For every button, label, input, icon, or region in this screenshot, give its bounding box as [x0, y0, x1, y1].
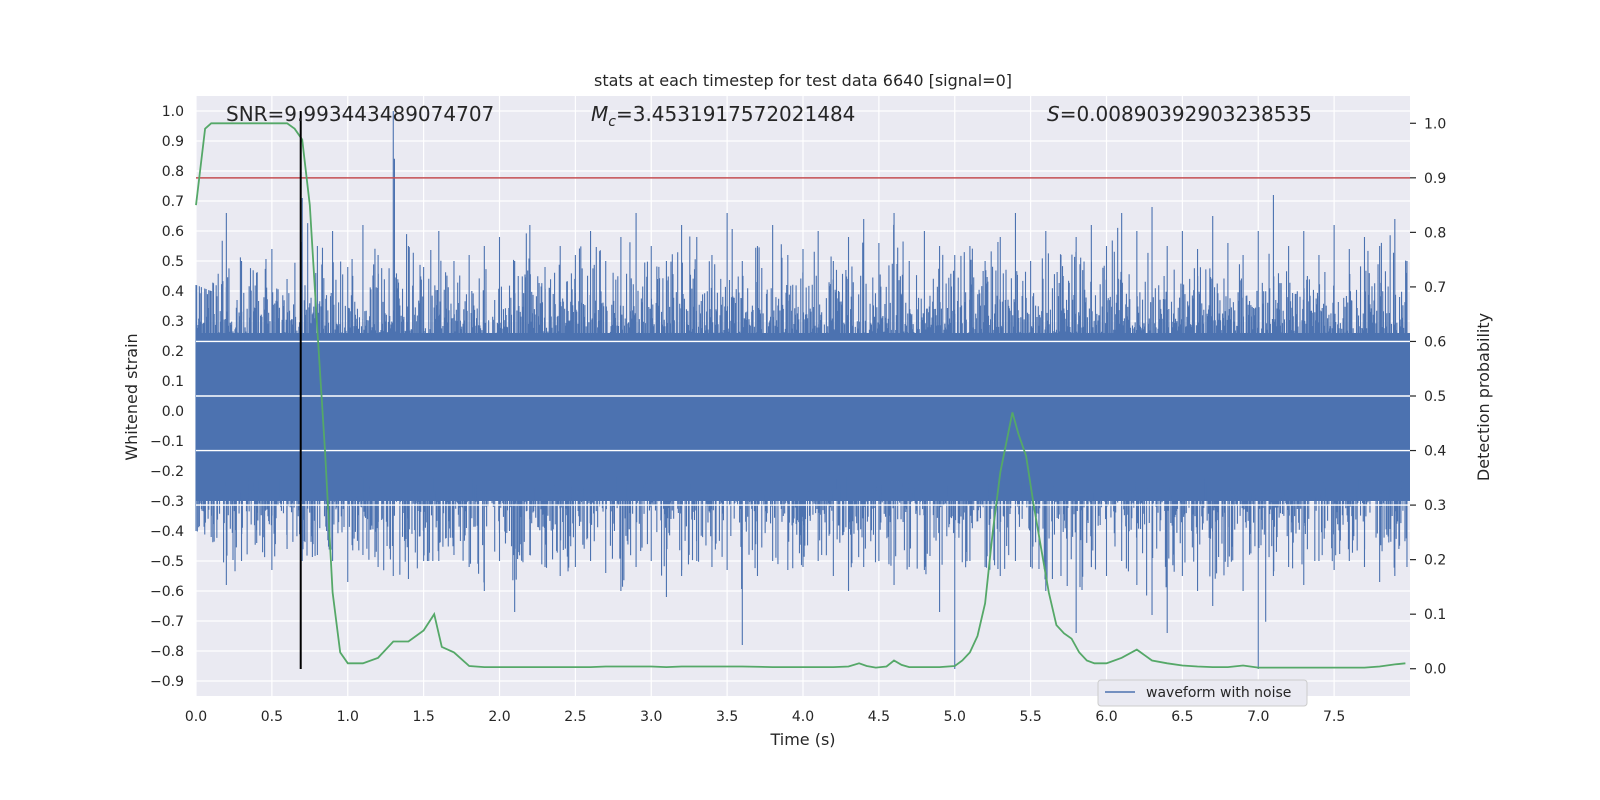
y-left-tick-label: 0.6: [162, 224, 184, 240]
x-tick-label: 1.5: [412, 709, 434, 725]
y-right-axis-ticks: 0.0 0.1 0.2 0.3 0.4 0.5 0.6 0.7 0.8 0.9 1.0: [1410, 116, 1446, 678]
chirp-mass-subscript: c: [608, 114, 616, 130]
x-tick-label: 5.0: [944, 709, 966, 725]
y-right-tick-label: 0.8: [1424, 225, 1446, 241]
y-right-tick-label: 0.7: [1424, 280, 1446, 296]
y-left-tick-label: 1.0: [162, 104, 184, 120]
detection-probability-line: [195, 122, 1406, 669]
y-left-axis-label: Whitened strain: [122, 333, 141, 460]
legend-label-waveform: waveform with noise: [1146, 685, 1291, 701]
x-tick-label: 4.0: [792, 709, 814, 725]
x-tick-label: 7.5: [1323, 709, 1345, 725]
snr-annotation: SNR=9.993443489074707: [226, 102, 494, 126]
x-tick-label: 3.5: [716, 709, 738, 725]
s-symbol: S: [1047, 102, 1060, 126]
y-right-tick-label: 0.0: [1424, 662, 1446, 678]
s-value: =0.00890392903238535: [1060, 102, 1312, 126]
x-tick-label: 0.5: [261, 709, 283, 725]
y-left-tick-label: −0.2: [150, 464, 184, 480]
chirp-mass-annotation: Mc=3.4531917572021484: [591, 102, 855, 130]
y-left-tick-label: −0.1: [150, 434, 184, 450]
chirp-mass-symbol: M: [591, 102, 608, 126]
legend-box: [1097, 679, 1308, 707]
y-right-axis-label: Detection probability: [1474, 313, 1493, 481]
x-tick-label: 2.0: [488, 709, 510, 725]
y-left-tick-label: −0.5: [150, 554, 184, 570]
y-right-tick-label: 0.6: [1424, 334, 1446, 350]
x-tick-label: 6.0: [1095, 709, 1117, 725]
y-left-tick-label: 0.2: [162, 344, 184, 360]
y-left-tick-label: 0.0: [162, 404, 184, 420]
waveform-with-noise-series: [195, 111, 1410, 669]
legend: waveform with noise: [1097, 679, 1308, 707]
x-tick-label: 3.0: [640, 709, 662, 725]
y-left-tick-label: 0.4: [162, 284, 184, 300]
y-right-tick-label: 0.1: [1424, 607, 1446, 623]
y-left-tick-label: −0.9: [150, 674, 184, 690]
y-left-tick-label: 0.8: [162, 164, 184, 180]
x-axis-ticks: 0.0 0.5 1.0 1.5 2.0 2.5 3.0 3.5 4.0 4.5 5.0 5.5 6.0 6…: [185, 709, 1345, 725]
x-tick-label: 1.0: [337, 709, 359, 725]
y-left-tick-label: −0.8: [150, 644, 184, 660]
y-left-tick-label: 0.5: [162, 254, 184, 270]
y-left-tick-label: 0.7: [162, 194, 184, 210]
chart-title: stats at each timestep for test data 664…: [594, 71, 1012, 90]
y-right-tick-label: 1.0: [1424, 116, 1446, 132]
y-right-tick-label: 0.9: [1424, 171, 1446, 187]
y-left-tick-label: −0.7: [150, 614, 184, 630]
y-right-tick-label: 0.2: [1424, 553, 1446, 569]
y-left-tick-label: 0.1: [162, 374, 184, 390]
chirp-mass-value: =3.4531917572021484: [616, 102, 855, 126]
x-axis-label: Time (s): [769, 730, 835, 749]
y-left-tick-label: −0.6: [150, 584, 184, 600]
y-right-tick-label: 0.5: [1424, 389, 1446, 405]
x-tick-label: 6.5: [1171, 709, 1193, 725]
y-left-tick-label: 0.3: [162, 314, 184, 330]
x-tick-label: 0.0: [185, 709, 207, 725]
waveform-trace: [195, 111, 1408, 669]
grid-overlay: [196, 340, 1410, 506]
x-tick-label: 4.5: [868, 709, 890, 725]
x-tick-label: 5.5: [1019, 709, 1041, 725]
x-tick-label: 7.0: [1247, 709, 1269, 725]
y-right-tick-label: 0.3: [1424, 498, 1446, 514]
s-annotation: S=0.00890392903238535: [1047, 102, 1312, 126]
y-right-tick-label: 0.4: [1424, 444, 1446, 460]
y-left-axis-ticks: −0.9 −0.8 −0.7 −0.6 −0.5 −0.4 −0.3 −0.2 −0.1 0.0 0…: [150, 104, 184, 690]
y-left-tick-label: 0.9: [162, 134, 184, 150]
y-left-tick-label: −0.4: [150, 524, 184, 540]
x-tick-label: 2.5: [564, 709, 586, 725]
y-left-tick-label: −0.3: [150, 494, 184, 510]
